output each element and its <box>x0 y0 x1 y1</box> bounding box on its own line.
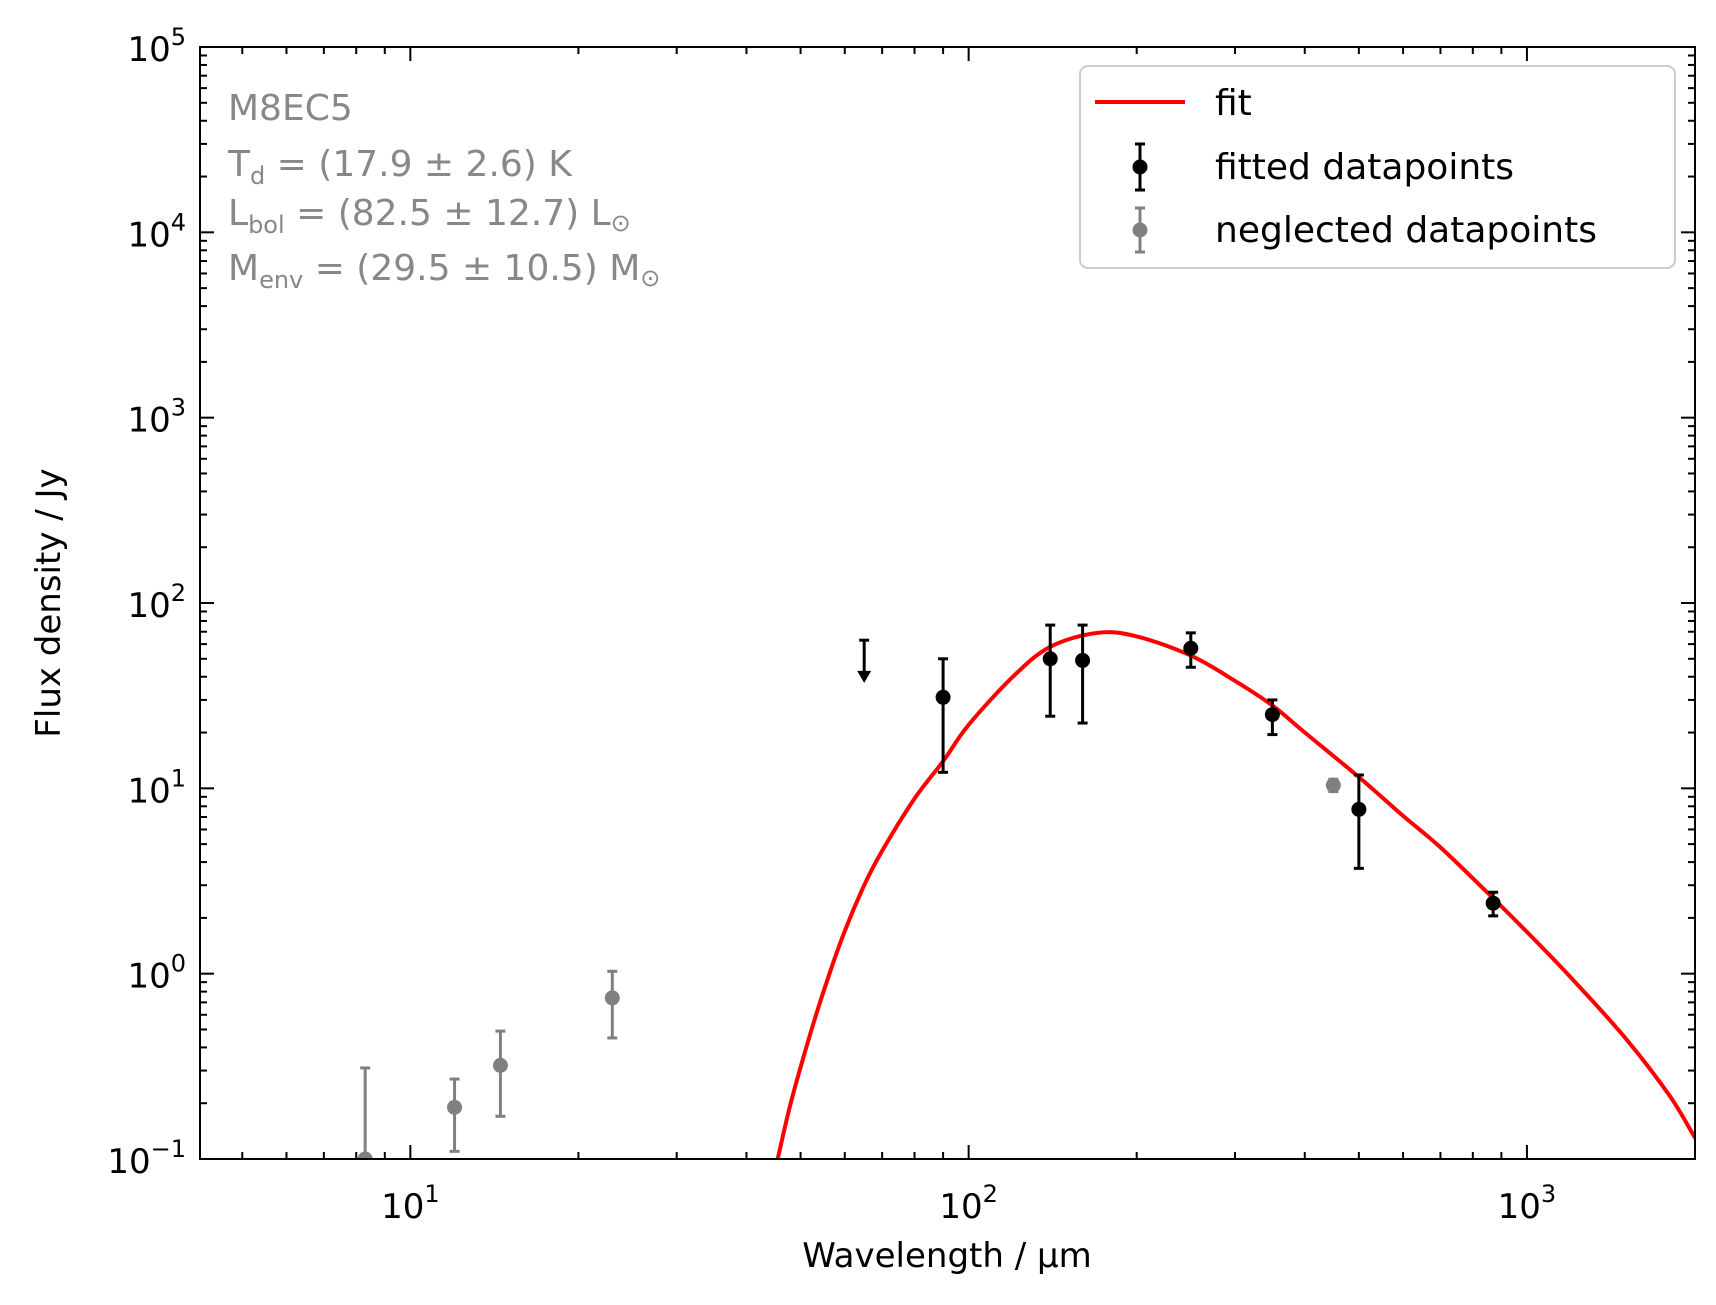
fitted-datapoint <box>1485 890 1501 918</box>
legend-fitted-swatch <box>1132 142 1148 192</box>
neglected-datapoint <box>447 1077 463 1153</box>
fitted-datapoint <box>1183 631 1199 669</box>
tick-labels: 101 102 103 10−1 100 101 102 103 104 105 <box>107 23 1556 1227</box>
neglected-datapoints <box>357 777 1341 1159</box>
legend-fit-label: fit <box>1215 83 1252 124</box>
fit-curve <box>775 630 1695 1159</box>
y-tick-label: 103 <box>127 394 186 441</box>
axis-ticks <box>200 46 1696 1160</box>
fitted-datapoint-marker <box>1485 895 1501 911</box>
legend-neglected-swatch <box>1132 206 1148 254</box>
neglected-datapoint <box>492 1029 508 1118</box>
fitted-datapoint <box>1264 698 1280 737</box>
neglected-datapoint-marker <box>357 1151 373 1159</box>
fitted-datapoint <box>935 657 951 774</box>
fitted-datapoint-marker <box>1351 801 1367 817</box>
upper-limit-datapoints <box>857 638 872 683</box>
x-tick-label: 101 <box>381 1180 440 1227</box>
plot-frame <box>199 46 1696 1160</box>
dust-temperature: Td = (17.9 ± 2.6) K <box>227 144 573 190</box>
x-tick-label: 102 <box>939 1180 998 1227</box>
fitted-datapoint <box>1075 623 1091 725</box>
neglected-datapoint <box>357 1066 373 1159</box>
neglected-datapoint-marker <box>1325 777 1341 793</box>
x-tick-label: 103 <box>1498 1180 1557 1227</box>
neglected-datapoint-marker <box>492 1057 508 1073</box>
upper-limit <box>857 638 872 683</box>
y-tick-label: 101 <box>127 764 186 811</box>
upper-limit-arrowhead <box>857 670 872 683</box>
fit-annotation: M8EC5 Td = (17.9 ± 2.6) K Lbol = (82.5 ±… <box>227 88 660 294</box>
legend-fitted-label: fitted datapoints <box>1215 147 1514 188</box>
fitted-datapoint-marker <box>1183 640 1199 656</box>
y-tick-label: 102 <box>127 579 186 626</box>
y-tick-label: 10−1 <box>107 1135 186 1182</box>
neglected-datapoint-marker <box>447 1099 463 1115</box>
y-tick-label: 105 <box>127 23 186 70</box>
y-axis-label: Flux density / Jy <box>29 468 69 737</box>
bolometric-luminosity: Lbol = (82.5 ± 12.7) L⊙ <box>228 193 631 239</box>
plot-area <box>357 623 1695 1159</box>
legend-box <box>1079 65 1676 269</box>
envelope-mass: Menv = (29.5 ± 10.5) M⊙ <box>228 248 660 294</box>
neglected-datapoint <box>1325 777 1341 794</box>
fitted-datapoint <box>1042 623 1058 718</box>
y-tick-label: 104 <box>127 208 186 255</box>
legend-neglected-label: neglected datapoints <box>1215 210 1597 251</box>
y-tick-label: 100 <box>127 950 186 997</box>
neglected-datapoint-marker <box>604 990 620 1006</box>
fitted-datapoint-marker <box>1075 652 1091 668</box>
legend: fit fitted datapoints neglected datapoin… <box>1079 65 1676 269</box>
fitted-datapoint <box>1351 773 1367 870</box>
fitted-datapoint-marker <box>1264 707 1280 723</box>
fitted-datapoint-marker <box>935 689 951 705</box>
fitted-datapoint-marker <box>1042 651 1058 667</box>
source-name: M8EC5 <box>228 88 353 129</box>
x-axis-label: Wavelength / μm <box>802 1236 1092 1276</box>
fitted-datapoints <box>935 623 1501 918</box>
neglected-datapoint <box>604 969 620 1040</box>
